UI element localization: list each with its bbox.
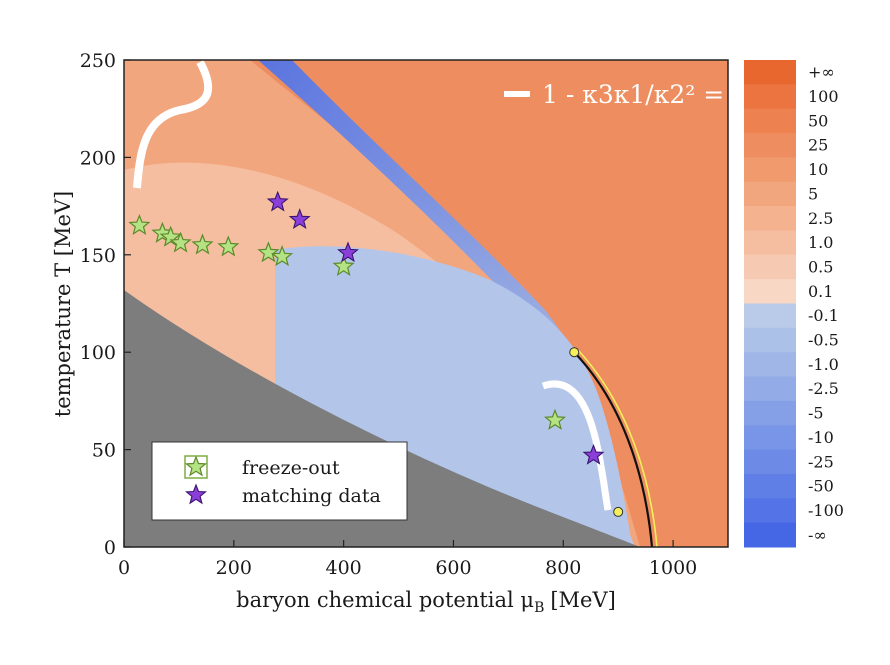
x-tick-label: 800 xyxy=(545,557,581,579)
colorbar: +∞ 100 50 25 10 5 2.5 1.0 0.5 0.1 -0.1 -0.5 -1.0 -2.5… xyxy=(744,60,844,548)
matching-data-point xyxy=(582,443,605,465)
freeze-out-point xyxy=(543,408,567,430)
colorbar-label: 0.5 xyxy=(808,257,833,276)
colorbar-segment xyxy=(744,449,796,475)
colorbar-label: -25 xyxy=(808,452,834,471)
colorbar-label: -10 xyxy=(808,428,834,447)
freeze-out-point xyxy=(191,233,214,255)
y-axis-label: temperature T [MeV] xyxy=(51,191,75,417)
phase-boundary-line xyxy=(573,351,654,547)
colorbar-segment xyxy=(744,230,796,256)
colorbar-label: 10 xyxy=(808,160,828,179)
colorbar-label: -5 xyxy=(808,404,824,423)
critical-point xyxy=(569,347,580,358)
colorbar-label: +∞ xyxy=(808,63,835,82)
x-tick-label: 200 xyxy=(216,557,252,579)
colorbar-label: 5 xyxy=(808,184,818,203)
matching-data-point xyxy=(288,208,311,230)
x-tick-label: 0 xyxy=(118,557,130,579)
colorbar-segment xyxy=(744,60,796,85)
colorbar-segment xyxy=(744,181,796,207)
freeze-out-point xyxy=(159,225,182,247)
colorbar-segment xyxy=(744,352,796,378)
x-axis-label: baryon chemical potential μB [MeV] xyxy=(236,588,616,616)
colorbar-segment xyxy=(744,303,796,329)
colorbar-label: 50 xyxy=(808,111,828,130)
contour-white-lower xyxy=(541,380,612,511)
freeze-out-point xyxy=(257,241,280,263)
y-tick-label: 100 xyxy=(80,342,116,364)
legend-box xyxy=(151,441,408,521)
y-axis: 0 50 100 150 200 250 xyxy=(80,50,131,559)
legend-matching-data-label: matching data xyxy=(242,485,381,507)
phase-boundary-line-yellow xyxy=(577,349,658,547)
legend-matching-data-star xyxy=(185,483,207,505)
plot-frame xyxy=(123,59,729,548)
colorbar-label: -∞ xyxy=(808,525,827,544)
freeze-out-point xyxy=(217,235,240,257)
y-tick-label: 250 xyxy=(80,50,116,72)
colorbar-segment xyxy=(744,473,796,499)
colorbar-segment xyxy=(744,400,796,426)
y-tick-label: 50 xyxy=(92,440,116,462)
colorbar-label: -2.5 xyxy=(808,379,839,398)
colorbar-segment xyxy=(744,254,796,280)
colorbar-segment xyxy=(744,327,796,353)
contour-white-upper xyxy=(133,60,213,189)
annotation-text: 1 - κ3κ1/κ2² = 1 xyxy=(542,80,748,109)
colorbar-segment xyxy=(744,157,796,183)
colorbar-label: 1.0 xyxy=(808,233,833,252)
x-tick-label: 400 xyxy=(326,557,362,579)
legend-freeze-out-star xyxy=(184,455,208,477)
freeze-out-point xyxy=(128,213,151,236)
legend-freeze-out-label: freeze-out xyxy=(242,457,340,479)
x-axis: 0 200 400 600 800 1000 xyxy=(118,540,697,579)
y-tick-label: 0 xyxy=(104,537,116,559)
colorbar-label: 2.5 xyxy=(808,209,833,228)
colorbar-label: -0.5 xyxy=(808,331,839,350)
colorbar-label: -50 xyxy=(808,477,834,496)
matching-data-point xyxy=(337,241,359,263)
colorbar-segment xyxy=(744,376,796,402)
y-tick-label: 200 xyxy=(80,147,116,169)
matching-data-point xyxy=(266,190,289,212)
colorbar-label: 25 xyxy=(808,136,828,155)
colorbar-segment xyxy=(744,84,796,110)
x-tick-label: 600 xyxy=(435,557,471,579)
colorbar-label: 0.1 xyxy=(808,282,833,301)
annotation: 1 - κ3κ1/κ2² = 1 xyxy=(504,80,748,109)
colorbar-segment xyxy=(744,206,796,231)
y-tick-label: 150 xyxy=(80,245,116,267)
colorbar-segment xyxy=(744,425,796,451)
colorbar-segment xyxy=(744,133,796,158)
colorbar-segment xyxy=(744,522,796,548)
freeze-out-point xyxy=(169,231,192,253)
colorbar-segment xyxy=(744,279,796,304)
colorbar-label: -1.0 xyxy=(808,355,839,374)
x-tick-label: 1000 xyxy=(649,557,697,579)
freeze-out-point xyxy=(271,245,294,267)
colorbar-label: -0.1 xyxy=(808,306,839,325)
data-markers xyxy=(128,190,624,517)
critical-point xyxy=(613,506,624,517)
colorbar-segment xyxy=(744,108,796,134)
colorbar-segment xyxy=(744,498,796,524)
colorbar-label: -100 xyxy=(808,501,844,520)
freeze-out-point xyxy=(332,254,355,276)
colorbar-label: 100 xyxy=(808,87,839,106)
legend: freeze-out matching data xyxy=(151,441,408,521)
